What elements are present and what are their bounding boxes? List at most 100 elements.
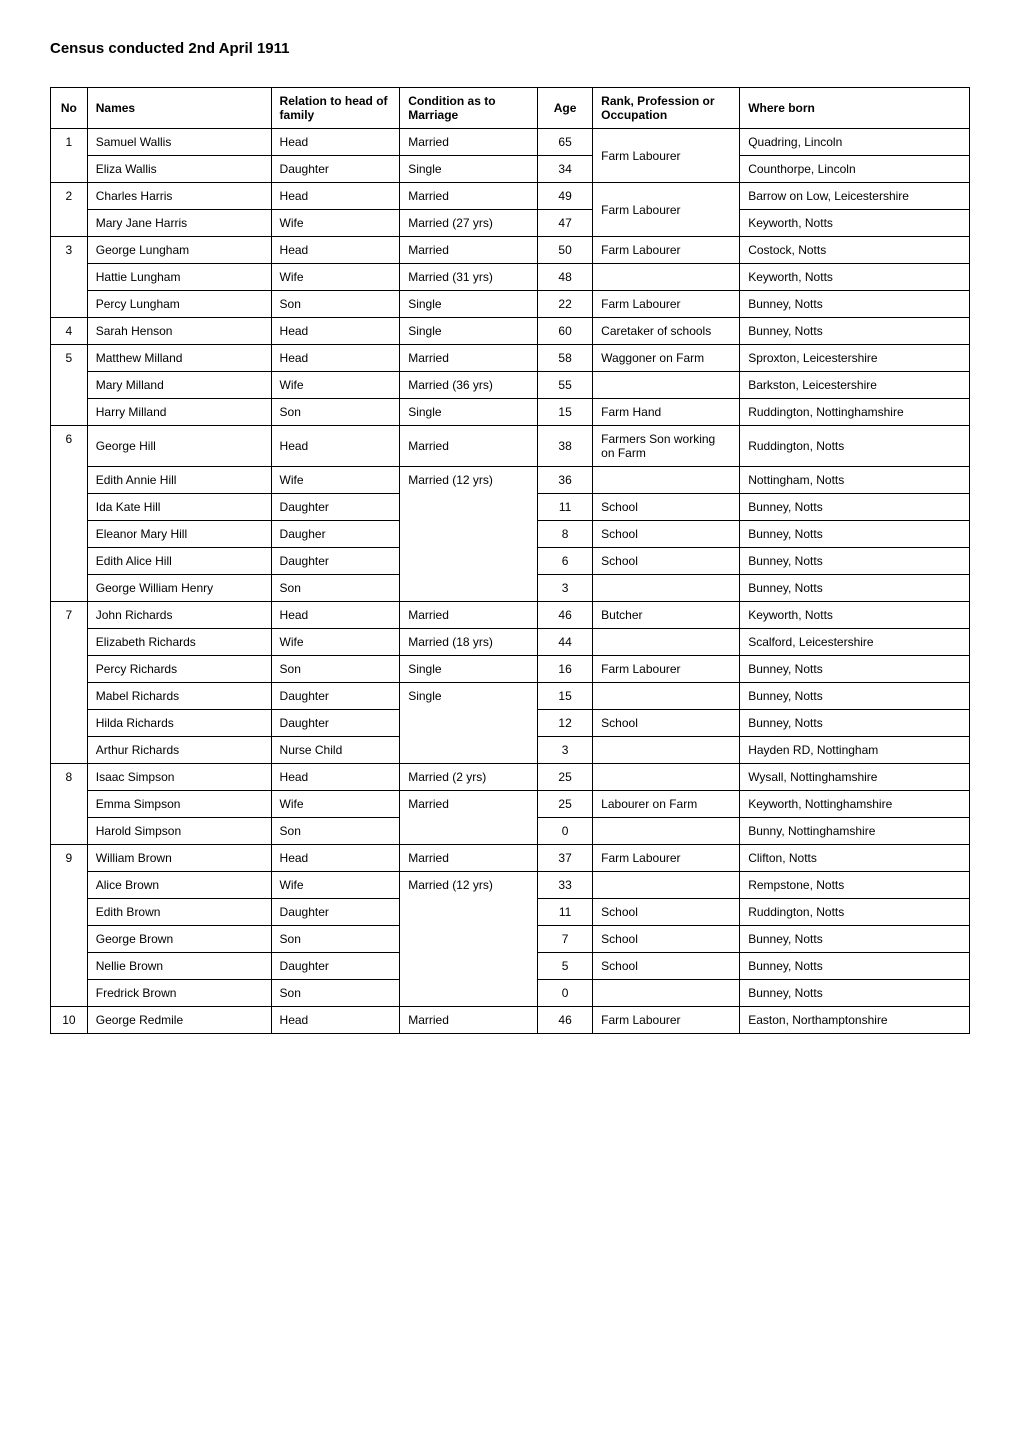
cell-rank: Farm Labourer — [593, 845, 740, 872]
cell-where: Rempstone, Notts — [740, 872, 970, 899]
cell-where: Scalford, Leicestershire — [740, 629, 970, 656]
cell-name: Elizabeth Richards — [87, 629, 271, 656]
cell-age: 7 — [538, 926, 593, 953]
cell-condition: Single — [400, 318, 538, 345]
cell-relation: Daughter — [271, 548, 400, 575]
cell-where: Hayden RD, Nottingham — [740, 737, 970, 764]
cell-condition: Married — [400, 183, 538, 210]
cell-where: Bunney, Notts — [740, 683, 970, 710]
table-row: 1Samuel WallisHeadMarried65Farm Labourer… — [51, 129, 970, 156]
table-row: Emma SimpsonWifeMarried25Labourer on Far… — [51, 791, 970, 818]
table-row: 8Isaac SimpsonHeadMarried (2 yrs)25Wysal… — [51, 764, 970, 791]
cell-rank — [593, 980, 740, 1007]
cell-relation: Son — [271, 818, 400, 845]
col-header-no: No — [51, 88, 88, 129]
cell-condition: Married — [400, 845, 538, 872]
cell-age: 11 — [538, 899, 593, 926]
cell-condition: Single — [400, 156, 538, 183]
cell-name: Charles Harris — [87, 183, 271, 210]
cell-where: Keyworth, Notts — [740, 264, 970, 291]
page-title: Census conducted 2nd April 1911 — [50, 40, 970, 57]
cell-where: Bunney, Notts — [740, 980, 970, 1007]
cell-relation: Head — [271, 1007, 400, 1034]
cell-name: Matthew Milland — [87, 345, 271, 372]
cell-rank: Butcher — [593, 602, 740, 629]
cell-rank — [593, 629, 740, 656]
cell-name: Mary Milland — [87, 372, 271, 399]
table-row: 6George HillHeadMarried38Farmers Son wor… — [51, 426, 970, 467]
cell-relation: Daughter — [271, 683, 400, 710]
cell-name: Harry Milland — [87, 399, 271, 426]
cell-age: 46 — [538, 602, 593, 629]
cell-condition: Married — [400, 345, 538, 372]
cell-name: George Hill — [87, 426, 271, 467]
cell-rank: School — [593, 926, 740, 953]
cell-rank: Farm Labourer — [593, 237, 740, 264]
cell-name: Isaac Simpson — [87, 764, 271, 791]
cell-relation: Head — [271, 129, 400, 156]
cell-rank: Farm Labourer — [593, 183, 740, 237]
table-row: Hattie LunghamWifeMarried (31 yrs)48Keyw… — [51, 264, 970, 291]
cell-name: Sarah Henson — [87, 318, 271, 345]
cell-name: Percy Richards — [87, 656, 271, 683]
cell-name: George Lungham — [87, 237, 271, 264]
table-row: Mabel RichardsDaughterSingle15Bunney, No… — [51, 683, 970, 710]
cell-age: 50 — [538, 237, 593, 264]
cell-age: 33 — [538, 872, 593, 899]
cell-name: Mary Jane Harris — [87, 210, 271, 237]
cell-where: Keyworth, Notts — [740, 210, 970, 237]
cell-where: Costock, Notts — [740, 237, 970, 264]
cell-name: Arthur Richards — [87, 737, 271, 764]
cell-age: 48 — [538, 264, 593, 291]
cell-no: 3 — [51, 237, 88, 318]
cell-age: 15 — [538, 399, 593, 426]
cell-name: Alice Brown — [87, 872, 271, 899]
cell-rank: School — [593, 953, 740, 980]
cell-rank: Farm Labourer — [593, 656, 740, 683]
cell-rank — [593, 872, 740, 899]
cell-relation: Head — [271, 764, 400, 791]
cell-relation: Head — [271, 345, 400, 372]
cell-relation: Wife — [271, 629, 400, 656]
cell-name: Harold Simpson — [87, 818, 271, 845]
cell-where: Easton, Northamptonshire — [740, 1007, 970, 1034]
cell-rank: School — [593, 521, 740, 548]
cell-where: Bunney, Notts — [740, 926, 970, 953]
cell-rank: School — [593, 494, 740, 521]
cell-condition: Single — [400, 399, 538, 426]
cell-relation: Daughter — [271, 953, 400, 980]
cell-rank: School — [593, 899, 740, 926]
cell-age: 0 — [538, 818, 593, 845]
table-row: Mary Jane HarrisWifeMarried (27 yrs)47Ke… — [51, 210, 970, 237]
cell-relation: Son — [271, 291, 400, 318]
cell-condition: Married (12 yrs) — [400, 872, 538, 1007]
cell-where: Bunney, Notts — [740, 575, 970, 602]
cell-condition: Married (27 yrs) — [400, 210, 538, 237]
cell-relation: Wife — [271, 210, 400, 237]
cell-age: 55 — [538, 372, 593, 399]
cell-relation: Nurse Child — [271, 737, 400, 764]
cell-condition: Married — [400, 426, 538, 467]
cell-rank — [593, 737, 740, 764]
cell-rank — [593, 264, 740, 291]
cell-relation: Son — [271, 926, 400, 953]
cell-where: Counthorpe, Lincoln — [740, 156, 970, 183]
col-header-condition: Condition as to Marriage — [400, 88, 538, 129]
col-header-relation: Relation to head of family — [271, 88, 400, 129]
cell-name: Hattie Lungham — [87, 264, 271, 291]
cell-relation: Daughter — [271, 156, 400, 183]
cell-relation: Wife — [271, 872, 400, 899]
cell-name: Hilda Richards — [87, 710, 271, 737]
cell-age: 3 — [538, 737, 593, 764]
cell-name: Nellie Brown — [87, 953, 271, 980]
cell-where: Clifton, Notts — [740, 845, 970, 872]
cell-no: 7 — [51, 602, 88, 764]
cell-where: Keyworth, Nottinghamshire — [740, 791, 970, 818]
table-row: 2Charles HarrisHeadMarried49Farm Laboure… — [51, 183, 970, 210]
cell-relation: Head — [271, 602, 400, 629]
cell-name: William Brown — [87, 845, 271, 872]
table-row: Mary MillandWifeMarried (36 yrs)55Barkst… — [51, 372, 970, 399]
cell-name: Eliza Wallis — [87, 156, 271, 183]
cell-age: 34 — [538, 156, 593, 183]
cell-name: Fredrick Brown — [87, 980, 271, 1007]
